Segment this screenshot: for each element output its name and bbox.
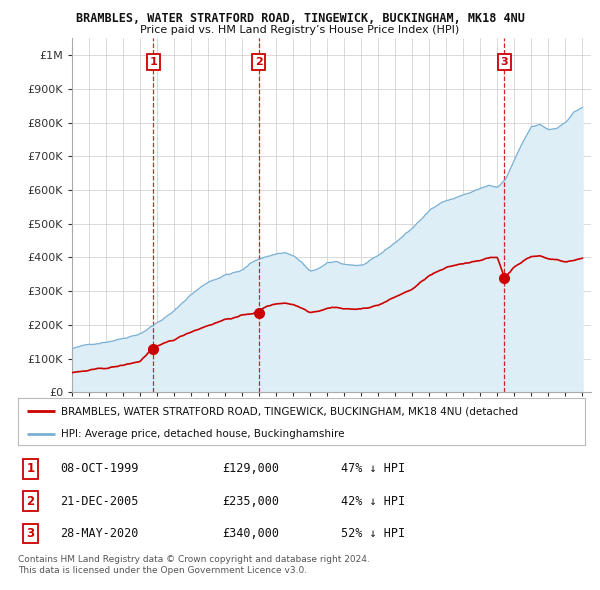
Text: 08-OCT-1999: 08-OCT-1999 [61, 462, 139, 475]
Text: Price paid vs. HM Land Registry’s House Price Index (HPI): Price paid vs. HM Land Registry’s House … [140, 25, 460, 35]
Text: 21-DEC-2005: 21-DEC-2005 [61, 494, 139, 507]
Text: 52% ↓ HPI: 52% ↓ HPI [341, 527, 406, 540]
Text: BRAMBLES, WATER STRATFORD ROAD, TINGEWICK, BUCKINGHAM, MK18 4NU: BRAMBLES, WATER STRATFORD ROAD, TINGEWIC… [76, 12, 524, 25]
Text: £340,000: £340,000 [222, 527, 279, 540]
Text: 47% ↓ HPI: 47% ↓ HPI [341, 462, 406, 475]
Text: BRAMBLES, WATER STRATFORD ROAD, TINGEWICK, BUCKINGHAM, MK18 4NU (detached: BRAMBLES, WATER STRATFORD ROAD, TINGEWIC… [61, 407, 518, 417]
Text: 42% ↓ HPI: 42% ↓ HPI [341, 494, 406, 507]
Text: 3: 3 [26, 527, 35, 540]
Text: 2: 2 [26, 494, 35, 507]
Text: 28-MAY-2020: 28-MAY-2020 [61, 527, 139, 540]
Text: HPI: Average price, detached house, Buckinghamshire: HPI: Average price, detached house, Buck… [61, 429, 344, 438]
Text: 3: 3 [500, 57, 508, 67]
Text: This data is licensed under the Open Government Licence v3.0.: This data is licensed under the Open Gov… [18, 566, 307, 575]
Text: £129,000: £129,000 [222, 462, 279, 475]
Text: 1: 1 [26, 462, 35, 475]
Text: Contains HM Land Registry data © Crown copyright and database right 2024.: Contains HM Land Registry data © Crown c… [18, 555, 370, 563]
Text: £235,000: £235,000 [222, 494, 279, 507]
Text: 2: 2 [255, 57, 263, 67]
Text: 1: 1 [149, 57, 157, 67]
